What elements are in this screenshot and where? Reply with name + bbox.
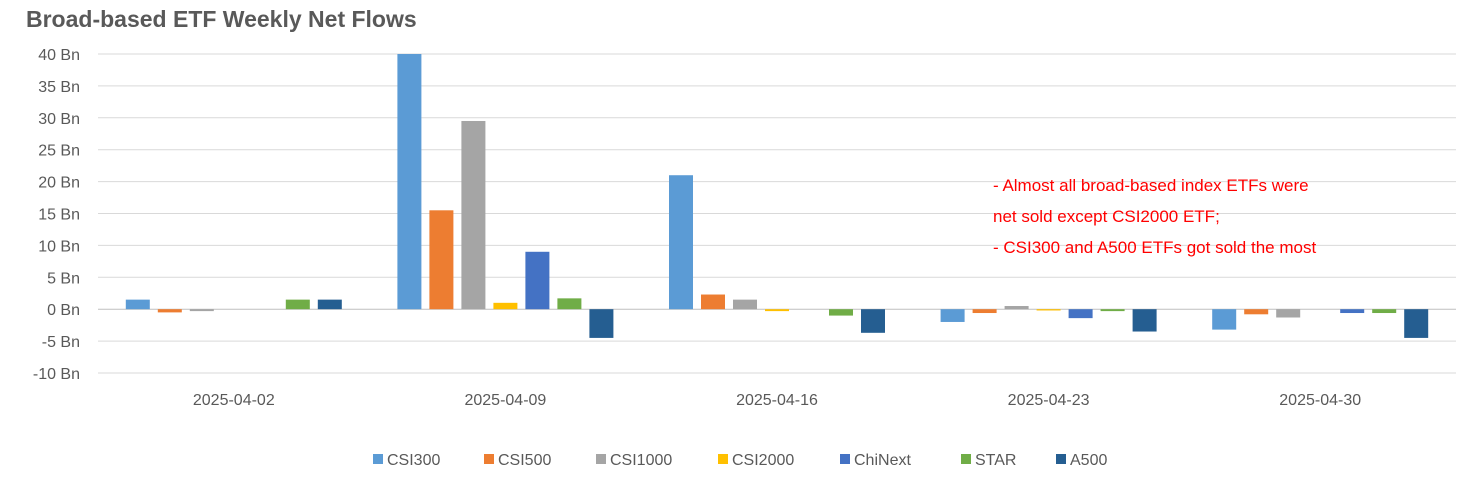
bar-csi500-2025-04-09 bbox=[429, 210, 454, 310]
bar-csi1000-2025-04-02 bbox=[189, 309, 214, 312]
legend-label-csi300: CSI300 bbox=[387, 452, 440, 469]
legend: CSI300 CSI500 CSI1000 CSI2000 ChiNext STAR A50… bbox=[373, 452, 1107, 469]
bar-csi300-2025-04-30 bbox=[1212, 309, 1237, 330]
y-tick-label: 10 Bn bbox=[38, 238, 80, 255]
y-axis-ticks: -10 Bn -5 Bn 0 Bn 5 Bn 10 Bn 15 Bn 20 Bn 25 Bn 3… bbox=[33, 47, 80, 383]
legend-label-a500: A500 bbox=[1070, 452, 1107, 469]
annotation: - Almost all broad-based index ETFs were… bbox=[993, 176, 1316, 257]
y-tick-label: 5 Bn bbox=[47, 270, 80, 287]
bar-chinext-2025-04-09 bbox=[525, 251, 550, 310]
bar-star-2025-04-02 bbox=[285, 299, 310, 310]
legend-swatch-chinext bbox=[840, 454, 850, 464]
bar-a500-2025-04-02 bbox=[317, 299, 342, 310]
bar-star-2025-04-09 bbox=[557, 298, 582, 310]
x-tick-label: 2025-04-23 bbox=[1008, 392, 1090, 409]
gridlines bbox=[98, 53, 1456, 374]
annotation-line: - CSI300 and A500 ETFs got sold the most bbox=[993, 238, 1316, 257]
y-tick-label: 40 Bn bbox=[38, 47, 80, 64]
bar-csi2000-2025-04-09 bbox=[493, 302, 518, 310]
bar-star-2025-04-30 bbox=[1372, 309, 1397, 314]
chart-title: Broad-based ETF Weekly Net Flows bbox=[26, 6, 417, 32]
x-tick-label: 2025-04-02 bbox=[193, 392, 275, 409]
x-axis-ticks: 2025-04-02 2025-04-09 2025-04-16 2025-04-23… bbox=[193, 392, 1361, 409]
bar-csi300-2025-04-02 bbox=[125, 299, 150, 310]
bar-chinext-2025-04-23 bbox=[1068, 309, 1093, 319]
legend-label-chinext: ChiNext bbox=[854, 452, 911, 469]
bar-chinext-2025-04-30 bbox=[1340, 309, 1365, 314]
bar-star-2025-04-16 bbox=[829, 309, 853, 316]
bars bbox=[125, 54, 1429, 338]
bar-csi1000-2025-04-23 bbox=[1004, 306, 1029, 310]
legend-swatch-csi1000 bbox=[596, 454, 606, 464]
legend-label-csi1000: CSI1000 bbox=[610, 452, 672, 469]
y-tick-label: 25 Bn bbox=[38, 143, 80, 160]
annotation-line: - Almost all broad-based index ETFs were bbox=[993, 176, 1309, 195]
bar-csi500-2025-04-16 bbox=[701, 294, 725, 310]
legend-swatch-csi500 bbox=[484, 454, 494, 464]
bar-csi500-2025-04-23 bbox=[972, 309, 997, 314]
legend-label-star: STAR bbox=[975, 452, 1016, 469]
bar-csi2000-2025-04-23 bbox=[1036, 309, 1061, 311]
legend-swatch-a500 bbox=[1056, 454, 1066, 464]
bar-csi1000-2025-04-30 bbox=[1276, 309, 1301, 318]
x-tick-label: 2025-04-09 bbox=[464, 392, 546, 409]
bar-csi1000-2025-04-09 bbox=[461, 120, 486, 310]
y-tick-label: 0 Bn bbox=[47, 302, 80, 319]
bar-a500-2025-04-23 bbox=[1132, 309, 1157, 332]
y-tick-label: 15 Bn bbox=[38, 207, 80, 224]
legend-swatch-csi300 bbox=[373, 454, 383, 464]
y-tick-label: 30 Bn bbox=[38, 111, 80, 128]
legend-swatch-star bbox=[961, 454, 971, 464]
annotation-line: net sold except CSI2000 ETF; bbox=[993, 207, 1220, 226]
y-tick-label: -5 Bn bbox=[42, 334, 80, 351]
bar-star-2025-04-23 bbox=[1100, 309, 1125, 312]
x-tick-label: 2025-04-30 bbox=[1279, 392, 1361, 409]
bar-csi500-2025-04-30 bbox=[1244, 309, 1269, 315]
bar-csi300-2025-04-16 bbox=[669, 175, 693, 310]
legend-label-csi500: CSI500 bbox=[498, 452, 551, 469]
bar-a500-2025-04-09 bbox=[589, 309, 614, 338]
x-tick-label: 2025-04-16 bbox=[736, 392, 818, 409]
bar-csi1000-2025-04-16 bbox=[733, 299, 757, 310]
bar-csi300-2025-04-23 bbox=[940, 309, 965, 322]
bar-csi500-2025-04-02 bbox=[157, 309, 182, 313]
bar-a500-2025-04-30 bbox=[1404, 309, 1429, 338]
bar-a500-2025-04-16 bbox=[861, 309, 885, 333]
bar-csi2000-2025-04-16 bbox=[765, 309, 789, 312]
y-tick-label: -10 Bn bbox=[33, 366, 80, 383]
legend-swatch-csi2000 bbox=[718, 454, 728, 464]
y-tick-label: 35 Bn bbox=[38, 79, 80, 96]
bar-csi300-2025-04-09 bbox=[397, 54, 422, 310]
y-tick-label: 20 Bn bbox=[38, 175, 80, 192]
legend-label-csi2000: CSI2000 bbox=[732, 452, 794, 469]
